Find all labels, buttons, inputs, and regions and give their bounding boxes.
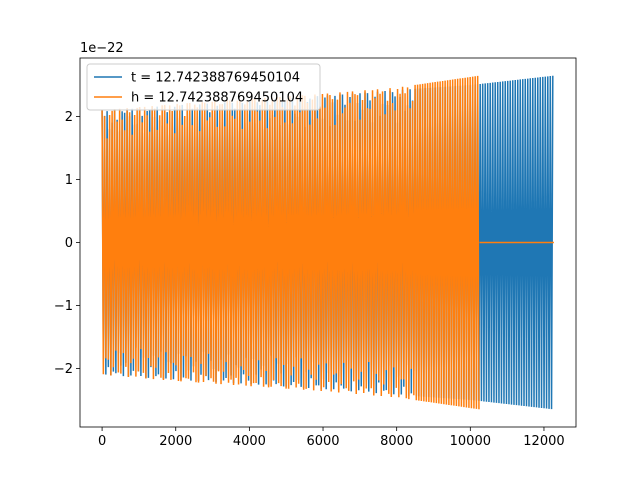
plot-area bbox=[101, 75, 554, 410]
series-line-2 bbox=[101, 75, 480, 410]
legend-box bbox=[86, 63, 321, 111]
legend-label-1: t = 12.742388769450104 bbox=[131, 71, 300, 86]
legend: t = 12.742388769450104 h = 12.74238876945… bbox=[86, 63, 321, 111]
y-tick-label: 0 bbox=[65, 236, 73, 251]
y-offset-text: 1e−22 bbox=[80, 41, 124, 56]
x-tick-label: 8000 bbox=[380, 434, 413, 449]
y-tick-label: −1 bbox=[54, 299, 73, 314]
x-tick-label: 6000 bbox=[306, 434, 339, 449]
axes: 0 2000 4000 6000 8000 10000 12000 −2 −1 0 1 2 bbox=[54, 57, 577, 449]
y-tick-label: 1 bbox=[65, 173, 73, 188]
y-tick-label: 2 bbox=[65, 110, 73, 125]
series-2 bbox=[101, 75, 554, 410]
x-tick-label: 0 bbox=[98, 434, 106, 449]
y-tick-label: −2 bbox=[54, 362, 73, 377]
legend-label-2: h = 12.742388769450104 bbox=[131, 91, 303, 106]
x-tick-label: 12000 bbox=[523, 434, 564, 449]
x-tick-label: 4000 bbox=[233, 434, 266, 449]
x-tick-label: 2000 bbox=[159, 434, 192, 449]
x-tick-label: 10000 bbox=[450, 434, 491, 449]
